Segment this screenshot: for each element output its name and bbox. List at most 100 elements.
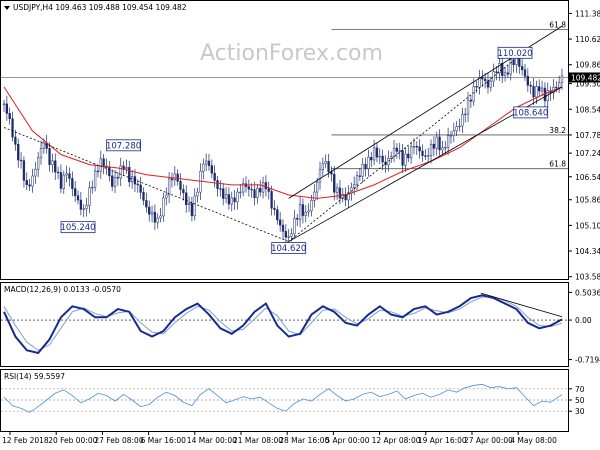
candle-body bbox=[526, 75, 529, 86]
candle-body bbox=[313, 191, 316, 201]
candle-body bbox=[378, 155, 381, 158]
price-annotation-label: 108.640 bbox=[513, 108, 548, 118]
candle-body bbox=[34, 168, 37, 177]
candle-body bbox=[395, 147, 399, 152]
candle-body bbox=[165, 194, 168, 199]
macd-y-tick-label: 0.5036 bbox=[575, 288, 600, 297]
candle-body bbox=[264, 182, 268, 190]
candle-body bbox=[333, 173, 336, 193]
rsi-header: RSI(14) 59.5597 bbox=[4, 372, 65, 381]
x-tick-label: 21 Mar 08:00 bbox=[233, 436, 283, 445]
macd-header: MACD(12,26,9) 0.0133 -0.0570 bbox=[4, 285, 121, 294]
candle-body bbox=[216, 180, 219, 189]
candle-body bbox=[355, 175, 359, 185]
candle-body bbox=[387, 158, 390, 166]
price-annotation-label: 105.240 bbox=[60, 223, 95, 233]
candle-body bbox=[96, 170, 100, 173]
candle-body bbox=[335, 187, 339, 193]
candle-body bbox=[79, 199, 83, 210]
candle-body bbox=[259, 187, 262, 193]
candle-body bbox=[316, 181, 319, 193]
candle-body bbox=[503, 72, 507, 76]
candle-body bbox=[230, 197, 233, 205]
candle-body bbox=[111, 175, 114, 187]
candle-body bbox=[176, 173, 179, 182]
candle-body bbox=[404, 153, 407, 166]
candle-body bbox=[501, 63, 504, 76]
candle-body bbox=[142, 192, 145, 201]
price-y-tick-label: 104.340 bbox=[575, 247, 600, 256]
macd-y-tick-label: 0.00 bbox=[575, 316, 592, 325]
price-annotation-box bbox=[60, 221, 96, 234]
x-tick-label: 20 Feb 00:00 bbox=[48, 436, 97, 445]
candle-body bbox=[535, 86, 538, 98]
candle-body bbox=[71, 178, 74, 189]
candle-body bbox=[17, 144, 20, 161]
price-panel-frame bbox=[0, 0, 569, 280]
candle-body bbox=[412, 146, 416, 148]
candle-body bbox=[2, 103, 6, 105]
candle-body bbox=[76, 195, 80, 201]
candle-body bbox=[22, 160, 26, 181]
candle-body bbox=[148, 206, 151, 215]
candle-body bbox=[190, 202, 194, 217]
candle-body bbox=[281, 224, 285, 232]
candle-body bbox=[276, 209, 279, 221]
candle-body bbox=[19, 159, 23, 162]
candle-body bbox=[204, 160, 208, 165]
candle-body bbox=[532, 85, 535, 98]
price-y-tick-label: 103.580 bbox=[575, 273, 600, 282]
candle-body bbox=[347, 192, 350, 201]
candle-body bbox=[518, 57, 521, 67]
x-tick-label: 19 Apr 16:00 bbox=[418, 436, 467, 445]
candle-body bbox=[512, 59, 515, 66]
macd-line bbox=[3, 294, 563, 355]
candle-body bbox=[296, 217, 299, 220]
candle-body bbox=[458, 125, 461, 128]
candle-body bbox=[472, 86, 475, 102]
price-y-tick-label: 108.540 bbox=[575, 105, 600, 114]
candle-body bbox=[307, 210, 310, 213]
candle-body bbox=[321, 163, 325, 171]
candle-body bbox=[213, 172, 216, 181]
candle-body bbox=[353, 184, 356, 189]
candle-body bbox=[367, 156, 370, 169]
candle-body bbox=[267, 188, 270, 192]
x-tick-label: 14 Mar 00:00 bbox=[187, 436, 237, 445]
candle-body bbox=[167, 178, 171, 196]
dashed-trendline bbox=[288, 59, 516, 242]
candle-body bbox=[279, 219, 282, 226]
candle-body bbox=[424, 155, 427, 157]
candle-body bbox=[446, 135, 450, 148]
candle-body bbox=[28, 184, 31, 187]
candle-body bbox=[284, 231, 287, 238]
candle-body bbox=[358, 175, 362, 177]
candle-body bbox=[304, 211, 307, 216]
candle-body bbox=[113, 177, 117, 187]
candle-body bbox=[495, 71, 498, 74]
candle-body bbox=[392, 147, 396, 157]
symbol-dropdown-icon[interactable] bbox=[4, 6, 10, 10]
candle-body bbox=[370, 156, 373, 161]
candle-body bbox=[185, 192, 188, 205]
candle-body bbox=[85, 205, 88, 209]
candle-body bbox=[227, 194, 231, 205]
candle-body bbox=[409, 146, 413, 159]
candle-body bbox=[162, 197, 165, 217]
x-tick-label: 12 Apr 08:00 bbox=[372, 436, 421, 445]
candle-body bbox=[187, 202, 191, 205]
candle-body bbox=[116, 177, 120, 179]
fib-level-label: 61.8 bbox=[549, 160, 566, 169]
candle-body bbox=[261, 182, 265, 193]
candle-body bbox=[202, 163, 205, 172]
candle-body bbox=[298, 204, 302, 220]
x-tick-label: 12 Feb 2018 bbox=[2, 436, 49, 445]
candle-body bbox=[427, 155, 430, 157]
candle-body bbox=[224, 194, 228, 199]
rsi-y-tick-label: 50 bbox=[575, 396, 585, 405]
candle-body bbox=[361, 164, 364, 177]
candle-body bbox=[156, 217, 159, 223]
candle-body bbox=[219, 188, 222, 190]
candle-body bbox=[555, 86, 558, 89]
candle-body bbox=[102, 158, 105, 167]
